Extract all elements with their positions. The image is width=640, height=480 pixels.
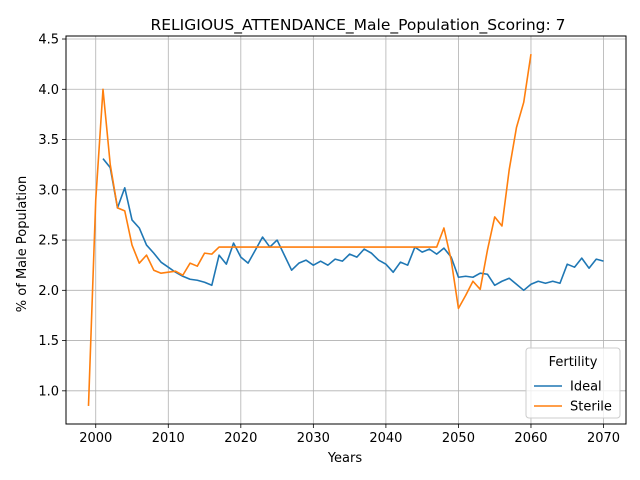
x-axis-label: Years: [327, 451, 363, 466]
x-tick-label: 2060: [514, 431, 547, 446]
y-tick-label: 4.0: [38, 83, 59, 98]
y-tick-label: 3.5: [38, 133, 59, 148]
x-tick-label: 2020: [224, 431, 257, 446]
y-tick-label: 1.5: [38, 334, 59, 349]
x-axis: 2000 2010 2020 2030 2040 2050 2060 2070: [79, 424, 620, 446]
x-tick-label: 2050: [442, 431, 475, 446]
y-tick-label: 2.0: [38, 284, 59, 299]
legend-title: Fertility: [549, 355, 598, 370]
y-tick-label: 2.5: [38, 234, 59, 249]
y-axis-label: % of Male Population: [15, 176, 30, 312]
x-tick-label: 2040: [369, 431, 402, 446]
y-tick-label: 3.0: [38, 183, 59, 198]
legend-box: [525, 347, 621, 419]
legend-label-ideal: Ideal: [570, 380, 602, 395]
plot-frame: [65, 35, 627, 425]
x-tick-label: 2070: [587, 431, 620, 446]
x-tick-label: 2000: [79, 431, 112, 446]
y-tick-label: 4.5: [38, 33, 59, 48]
series-line-ideal: [102, 158, 604, 292]
series-lines: [87, 53, 604, 406]
series-line-sterile: [87, 53, 532, 406]
y-axis: 1.0 1.5 2.0 2.5 3.0 3.5 4.0 4.5: [38, 33, 66, 399]
chart-title: RELIGIOUS_ATTENDANCE_Male_Population_Sco…: [150, 16, 565, 35]
grid: [66, 36, 626, 424]
legend-label-sterile: Sterile: [570, 400, 612, 415]
x-tick-label: 2030: [297, 431, 330, 446]
legend: Fertility Ideal Sterile: [525, 347, 621, 419]
y-tick-label: 1.0: [38, 384, 59, 399]
x-tick-label: 2010: [152, 431, 185, 446]
